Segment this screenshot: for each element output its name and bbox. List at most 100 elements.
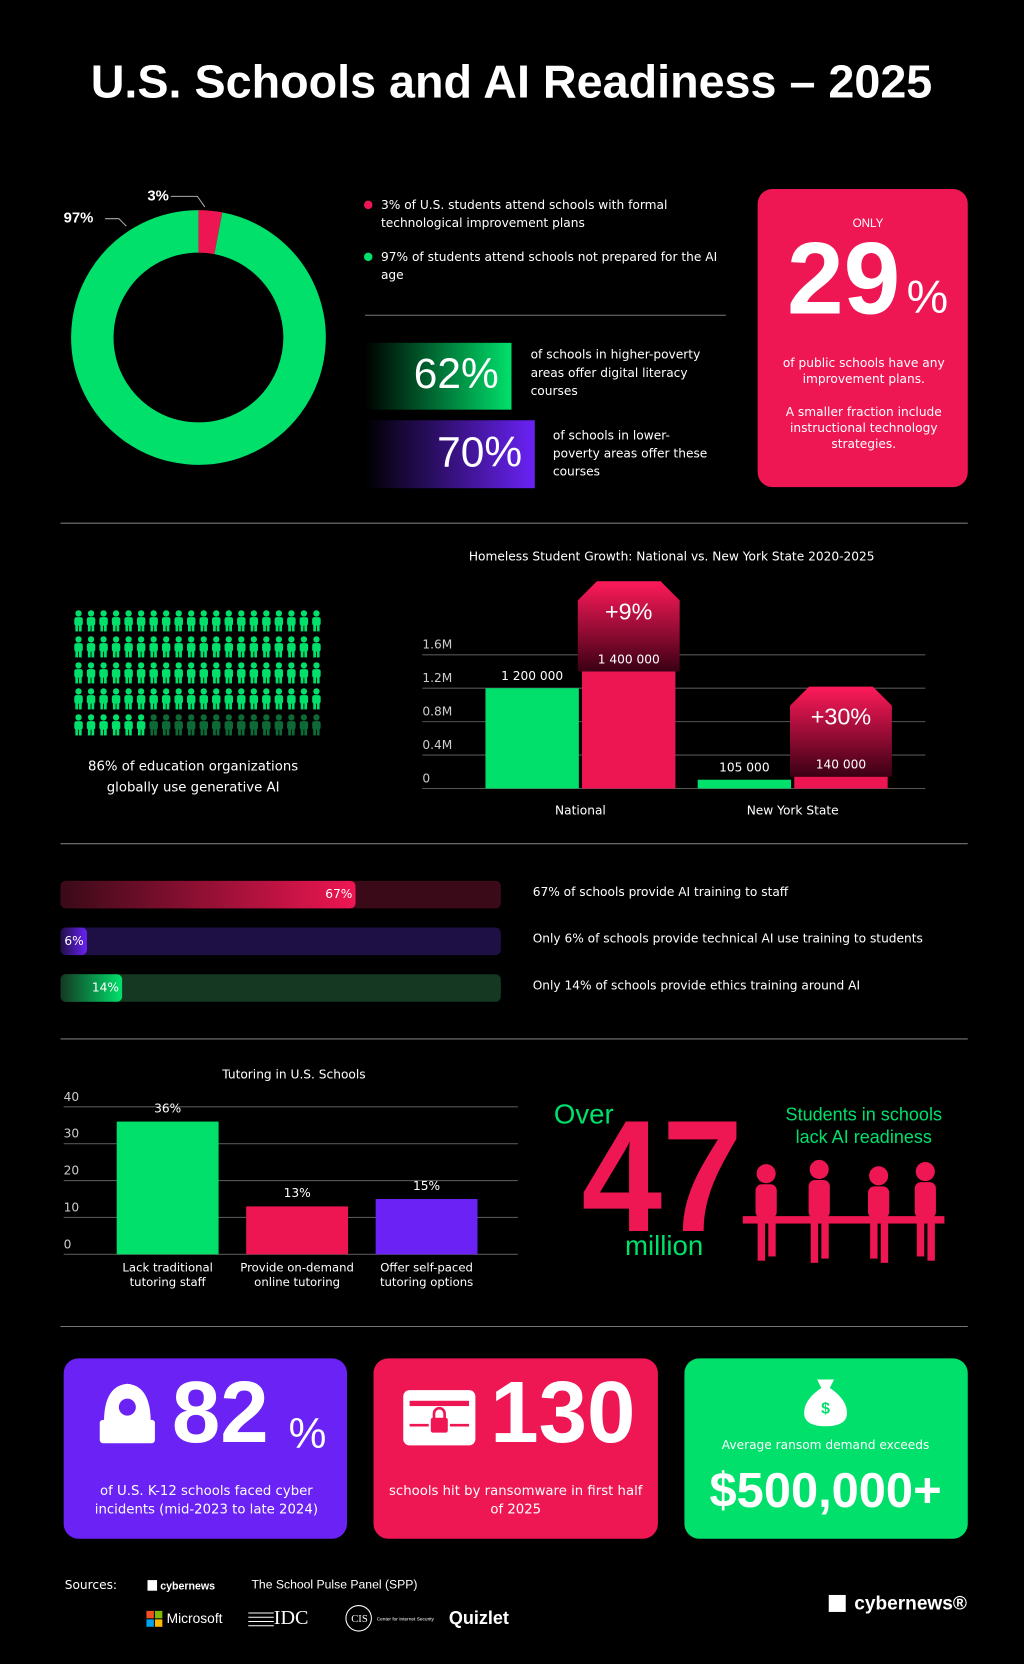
person-body [111,695,121,704]
progress-bar [60,927,87,956]
person-body [186,669,196,678]
progress-bar [60,974,123,1002]
idc-logo-mark [248,1612,274,1627]
person-leg [291,676,295,684]
person-head [238,662,245,669]
person-head [188,636,195,643]
person-head [238,688,245,695]
person-body [274,721,284,730]
person-leg [112,676,116,684]
person-body [212,643,221,652]
person-leg [150,650,154,658]
person-leg [263,650,266,658]
person-leg [213,702,216,710]
person-body [124,617,133,626]
stat-text-box: of schools in higher-poverty areas offer… [531,347,701,398]
person-head [300,662,308,669]
progress-bar [60,880,356,909]
person-head [238,714,245,721]
y-tick-label: 0 [64,1237,72,1251]
person-leg [125,728,129,736]
person-leg [188,702,191,710]
person-leg [137,728,141,736]
person-body [312,617,321,626]
person-leg [179,702,182,710]
person-leg [125,702,129,710]
person-body [224,695,234,704]
source-logo: Quizlet [449,1608,509,1628]
person-head [250,636,258,643]
person-head [175,662,182,669]
person-head [162,610,170,617]
person-leg [300,624,304,632]
person-leg [175,702,179,710]
person-head [288,714,295,721]
person-head [100,688,107,695]
person-leg [103,624,107,632]
person-leg [313,728,317,736]
person-leg [112,624,116,632]
person-head [137,636,145,643]
person-leg [75,650,79,658]
person-body [86,721,96,730]
legend-text: 97% of students attend schools not prepa… [380,249,718,283]
person-head [250,688,258,695]
microsoft-logo-mark [146,1610,163,1627]
person-leg [304,676,308,684]
person-leg [112,702,116,710]
person-leg [129,702,132,710]
person-body [86,617,96,626]
growth-label: +9% [605,598,652,624]
ransom-icon [403,1390,476,1446]
growth-label: +30% [811,704,871,730]
person-leg [291,728,295,736]
page-title: U.S. Schools and AI Readiness – 2025 [91,55,933,107]
person-body [237,669,246,678]
person-leg [141,728,145,736]
card-text-box: schools hit by ransomware in first half … [389,1482,642,1516]
person-body [74,721,83,730]
person-body [312,721,321,730]
person-leg [288,650,291,658]
person-body [149,721,158,730]
growth-arrow [790,686,892,777]
person-leg [141,676,145,684]
person-leg [179,624,182,632]
person-leg [188,728,191,736]
bar [375,1199,478,1255]
person-body [224,617,234,626]
person-head [275,610,283,617]
person-leg [304,624,308,632]
person-leg [129,728,132,736]
person-leg [241,702,245,710]
person-leg [125,650,129,658]
highlight-text-box: A smaller fraction include instructional… [786,404,942,451]
person-leg [75,624,79,632]
person-leg [125,676,129,684]
x-tick-label: Lack traditional tutoring staff [122,1260,213,1290]
person-body [136,643,146,652]
person-leg [316,676,320,684]
person-head [137,714,145,721]
person-leg [91,624,95,632]
person-leg [238,624,241,632]
person-leg [216,702,220,710]
value-label: 15% [413,1179,440,1193]
silhouettes [742,1159,945,1263]
chart-title: Homeless Student Growth: National vs. Ne… [469,550,875,564]
person-head [188,714,195,721]
y-tick-label: 10 [64,1200,80,1214]
person-leg [200,702,204,710]
person-leg [166,650,170,658]
person-head [225,610,232,617]
person-leg [129,624,132,632]
person-body [262,617,271,626]
person-leg [229,650,232,658]
highlight-unit: % [907,271,949,323]
person-leg [316,728,320,736]
person-leg [229,702,232,710]
stat-text: of schools in lower-poverty areas offer … [552,427,708,479]
person-body [111,617,121,626]
highlight-kicker: ONLY [853,217,884,230]
person-head [250,610,258,617]
